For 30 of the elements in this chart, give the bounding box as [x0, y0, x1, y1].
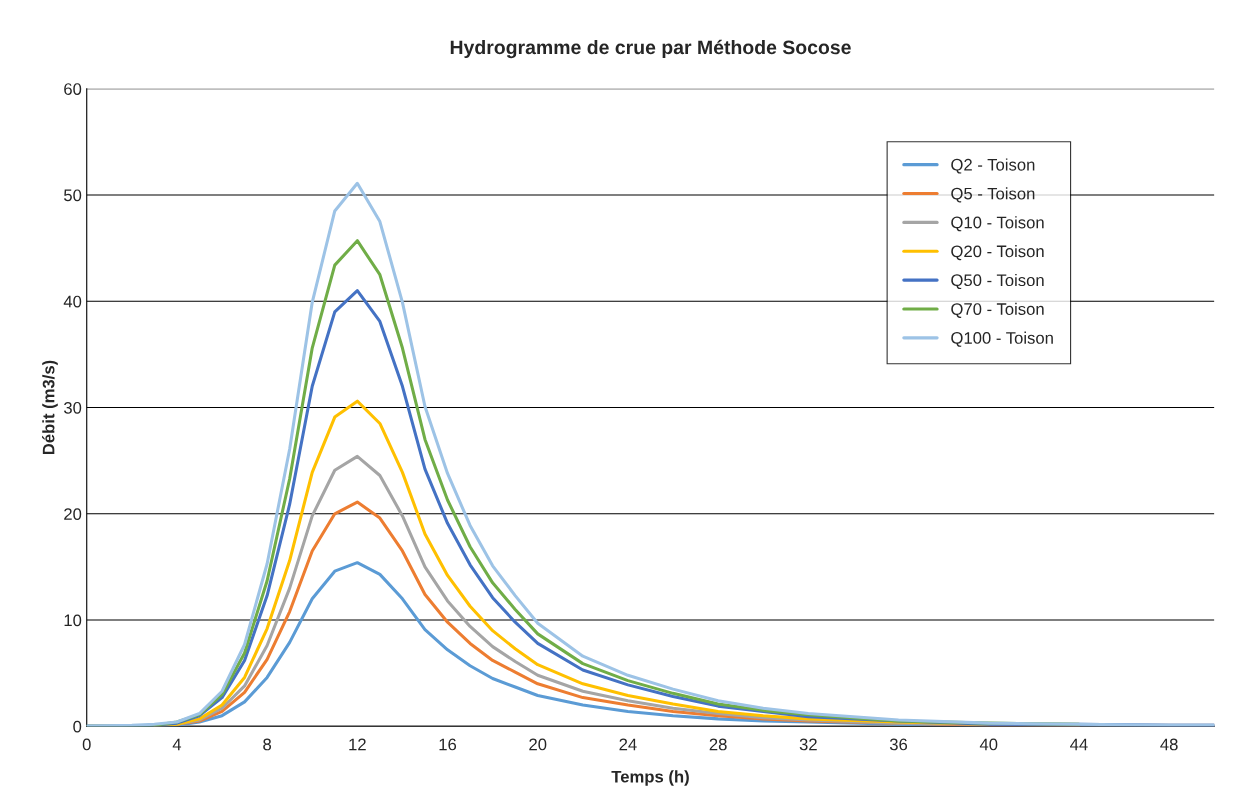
y-tick-label: 60 — [64, 83, 82, 95]
x-tick-label: 32 — [799, 738, 817, 751]
x-tick-label: 4 — [172, 738, 182, 751]
legend-label: Q70 - Toison — [951, 302, 1044, 318]
legend-label: Q20 - Toison — [951, 245, 1044, 261]
x-tick-label: 8 — [263, 738, 272, 751]
chart-title: Hydrogramme de crue par Méthode Socose — [450, 39, 851, 59]
x-tick-label: 20 — [529, 738, 547, 751]
legend-label: Q10 - Toison — [951, 216, 1044, 232]
y-tick-label: 50 — [64, 189, 82, 202]
y-tick-label: 40 — [63, 295, 82, 308]
x-tick-label: 44 — [1070, 738, 1088, 751]
x-tick-label: 36 — [889, 738, 908, 751]
y-tick-label: 30 — [63, 401, 82, 414]
legend-label: Q50 - Toison — [951, 273, 1044, 290]
x-tick-label: 48 — [1160, 738, 1178, 751]
y-axis-title: Débit (m3/s) — [42, 360, 58, 455]
x-tick-label: 28 — [709, 738, 727, 751]
x-axis-title: Temps (h) — [611, 770, 689, 786]
x-tick-label: 40 — [979, 738, 998, 751]
y-tick-label: 20 — [64, 508, 82, 520]
legend-label: Q2 - Toison — [951, 158, 1035, 174]
legend-label: Q5 - Toison — [951, 187, 1035, 203]
x-tick-label: 0 — [82, 738, 91, 751]
y-tick-label: 0 — [73, 720, 82, 733]
legend-label: Q100 - Toison — [951, 331, 1053, 347]
x-tick-label: 12 — [349, 738, 366, 751]
x-tick-label: 16 — [439, 738, 457, 751]
y-tick-label: 10 — [64, 614, 82, 627]
x-tick-label: 24 — [619, 738, 637, 751]
